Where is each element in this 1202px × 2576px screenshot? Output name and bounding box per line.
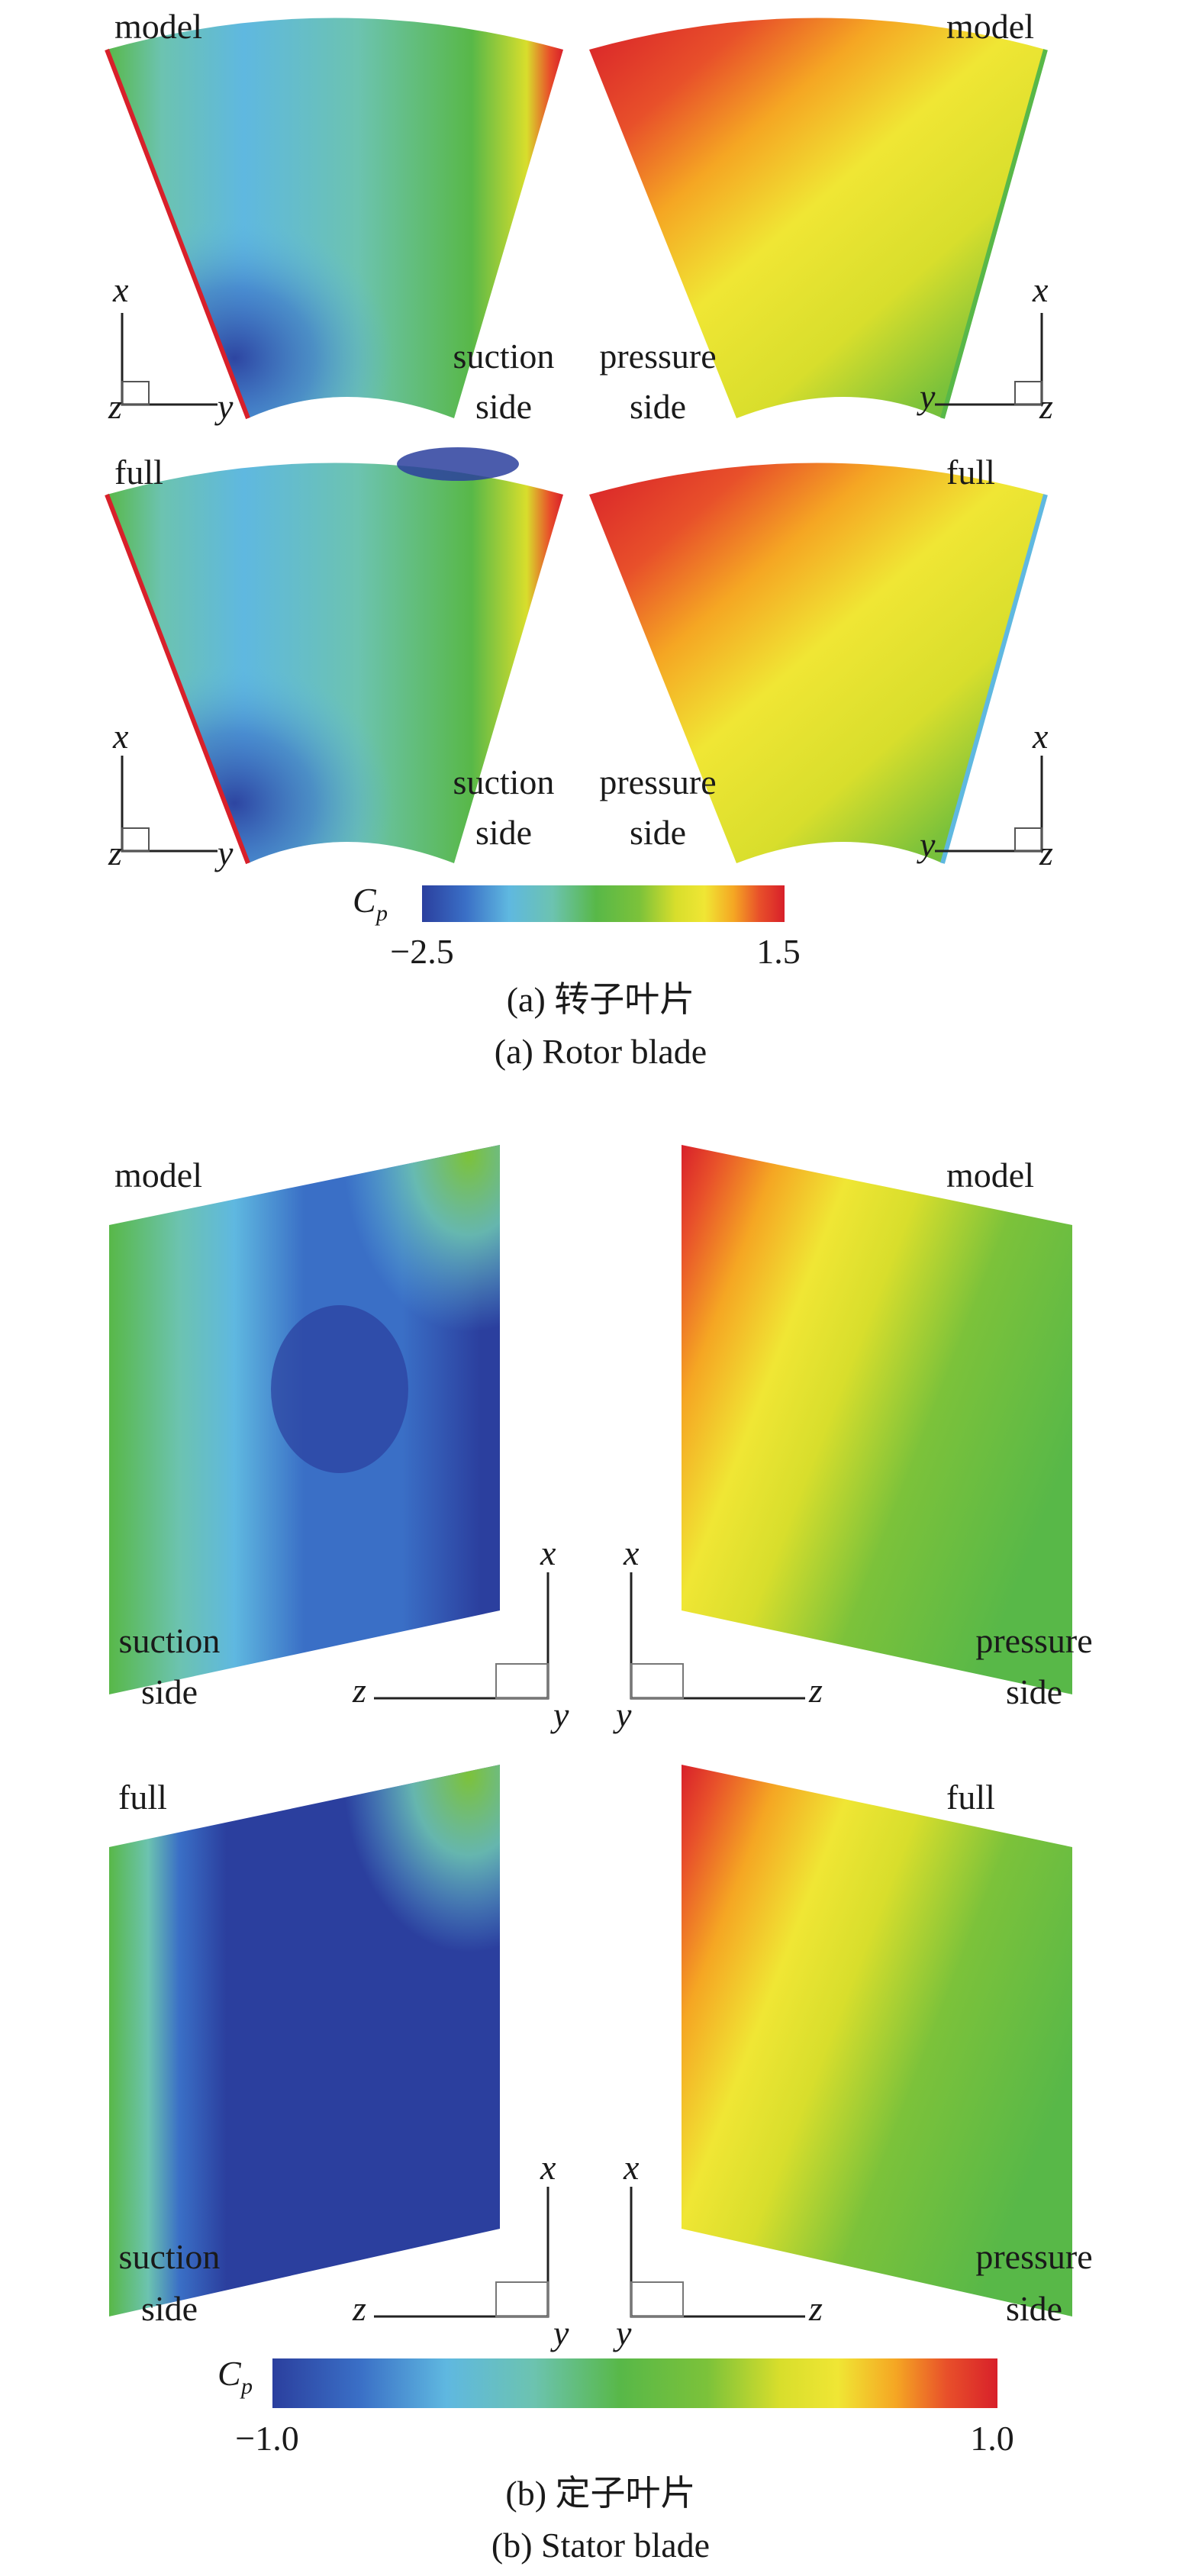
- axis-x-label: x: [540, 2148, 556, 2187]
- stator-colorbar-symbol-sub: p: [240, 2374, 253, 2399]
- axis-x-label: x: [112, 270, 129, 309]
- axis-x-label: x: [623, 1533, 640, 1572]
- rotor-full-left-axes: x z y: [108, 717, 234, 872]
- rotor-caption-cn: (a) 转子叶片: [507, 980, 695, 1019]
- axis-y-label: y: [214, 833, 234, 872]
- rotor-caption-en: (a) Rotor blade: [495, 1032, 707, 1071]
- axis-z-label: z: [808, 1671, 823, 1710]
- rotor-full-right-axes: x z y: [917, 717, 1053, 872]
- rotor-full-left-label: full: [114, 453, 163, 492]
- axis-y-label: y: [550, 1695, 569, 1734]
- axis-z-label: z: [808, 2289, 823, 2328]
- stator-full-pressure-label-2: side: [1006, 2289, 1062, 2328]
- rotor-colorbar-min: −2.5: [390, 932, 453, 971]
- rotor-colorbar: C p −2.5 1.5: [353, 881, 801, 971]
- axis-x-label: x: [540, 1533, 556, 1572]
- rotor-model-left-label: model: [114, 7, 202, 46]
- stator-caption-cn: (b) 定子叶片: [505, 2474, 695, 2513]
- stator-full-left-axes: x z y: [352, 2148, 569, 2352]
- stator-colorbar-min: −1.0: [235, 2419, 298, 2458]
- stator-full-pressure-label-1: pressure: [975, 2237, 1092, 2276]
- stator-full-suction-blade: [109, 1765, 500, 2316]
- stator-full-suction-label-2: side: [141, 2289, 198, 2328]
- axis-y-label: y: [613, 2313, 632, 2352]
- stator-full-right-axes: x z y: [613, 2148, 823, 2352]
- stator-model-right-label: model: [946, 1156, 1034, 1195]
- rotor-full-pressure-label-2: side: [630, 813, 686, 852]
- stator-colorbar-max: 1.0: [970, 2419, 1014, 2458]
- stator-model-suction-label-1: suction: [119, 1621, 221, 1660]
- rotor-model-right-axes: x z y: [917, 270, 1053, 426]
- axis-x-label: x: [112, 717, 129, 756]
- rotor-colorbar-symbol-sub: p: [375, 901, 388, 926]
- stator-colorbar-symbol: C: [218, 2354, 242, 2393]
- stator-full-right-label: full: [946, 1778, 995, 1817]
- stator-model-pressure-label-2: side: [1006, 1672, 1062, 1711]
- rotor-model-suction-label-2: side: [475, 387, 532, 426]
- rotor-full-pressure-blade: [589, 463, 1048, 864]
- rotor-colorbar-symbol: C: [353, 881, 377, 920]
- stator-model-right-axes: x z y: [613, 1533, 823, 1734]
- axis-z-label: z: [1039, 387, 1053, 426]
- axis-x-label: x: [1032, 270, 1049, 309]
- rotor-model-pressure-label-2: side: [630, 387, 686, 426]
- rotor-model-right-label: model: [946, 7, 1034, 46]
- axis-x-label: x: [623, 2148, 640, 2187]
- stator-caption-en: (b) Stator blade: [491, 2526, 710, 2565]
- stator-model-pressure-blade: [682, 1145, 1072, 1694]
- stator-model-left-label: model: [114, 1156, 202, 1195]
- rotor-full-suction-label-2: side: [475, 813, 532, 852]
- axis-z-label: z: [1039, 833, 1053, 872]
- axis-x-label: x: [1032, 717, 1049, 756]
- axis-y-label: y: [917, 377, 936, 416]
- rotor-model-pressure-blade: [589, 18, 1048, 419]
- axis-y-label: y: [214, 387, 234, 426]
- rotor-colorbar-max: 1.5: [756, 932, 801, 971]
- rotor-full-suction-label-1: suction: [453, 762, 555, 801]
- axis-y-label: y: [550, 2313, 569, 2352]
- rotor-full-right-label: full: [946, 453, 995, 492]
- stator-model-pressure-label-1: pressure: [975, 1621, 1092, 1660]
- rotor-full-suction-blade: [105, 447, 563, 865]
- stator-model-suction-label-2: side: [141, 1672, 198, 1711]
- rotor-model-suction-label-1: suction: [453, 337, 555, 376]
- rotor-model-left-axes: x z y: [108, 270, 234, 426]
- axis-z-label: z: [108, 833, 122, 872]
- rotor-model-pressure-label-1: pressure: [599, 337, 716, 376]
- axis-z-label: z: [352, 2289, 366, 2328]
- axis-y-label: y: [613, 1695, 632, 1734]
- axis-y-label: y: [917, 825, 936, 864]
- stator-colorbar: C p −1.0 1.0: [218, 2354, 1014, 2458]
- rotor-model-suction-blade: [105, 18, 563, 420]
- stator-full-pressure-blade: [682, 1765, 1072, 2316]
- rotor-full-pressure-label-1: pressure: [599, 762, 716, 801]
- stator-model-suction-blade: [109, 1145, 500, 1694]
- axis-z-label: z: [108, 387, 122, 426]
- stator-full-suction-label-1: suction: [119, 2237, 221, 2276]
- axis-z-label: z: [352, 1671, 366, 1710]
- stator-full-left-label: full: [118, 1778, 167, 1817]
- stator-model-left-axes: x z y: [352, 1533, 569, 1734]
